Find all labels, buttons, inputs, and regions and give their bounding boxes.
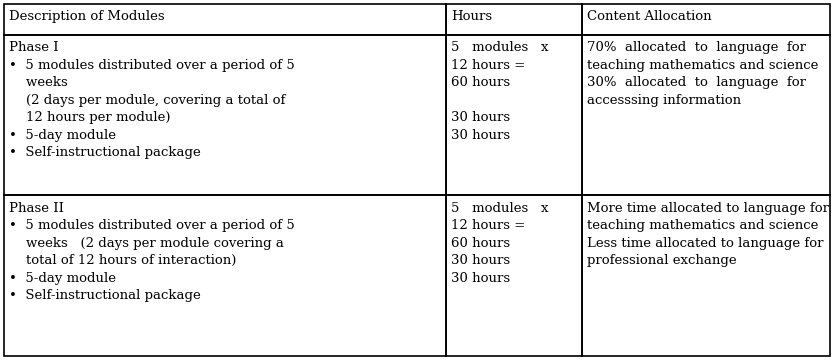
Bar [4, 4, 446, 35]
Bar [582, 4, 830, 35]
Text: Phase II
•  5 modules distributed over a period of 5
    weeks   (2 days per mod: Phase II • 5 modules distributed over a … [9, 202, 294, 302]
Bar [446, 195, 582, 356]
Bar [446, 4, 582, 35]
Bar [4, 195, 446, 356]
Bar [4, 35, 446, 195]
Text: Description of Modules: Description of Modules [9, 10, 164, 23]
Text: 5   modules   x
12 hours =
60 hours

30 hours
30 hours: 5 modules x 12 hours = 60 hours 30 hours… [451, 41, 549, 142]
Text: Hours: Hours [451, 10, 492, 23]
Text: 5   modules   x
12 hours =
60 hours
30 hours
30 hours: 5 modules x 12 hours = 60 hours 30 hours… [451, 202, 549, 285]
Text: Phase I
•  5 modules distributed over a period of 5
    weeks
    (2 days per mo: Phase I • 5 modules distributed over a p… [9, 41, 294, 159]
Text: Content Allocation: Content Allocation [587, 10, 711, 23]
Text: 70%  allocated  to  language  for
teaching mathematics and science
30%  allocate: 70% allocated to language for teaching m… [587, 41, 818, 107]
Bar [582, 35, 830, 195]
Text: More time allocated to language for
teaching mathematics and science
Less time a: More time allocated to language for teac… [587, 202, 829, 267]
Bar [446, 35, 582, 195]
Bar [582, 195, 830, 356]
